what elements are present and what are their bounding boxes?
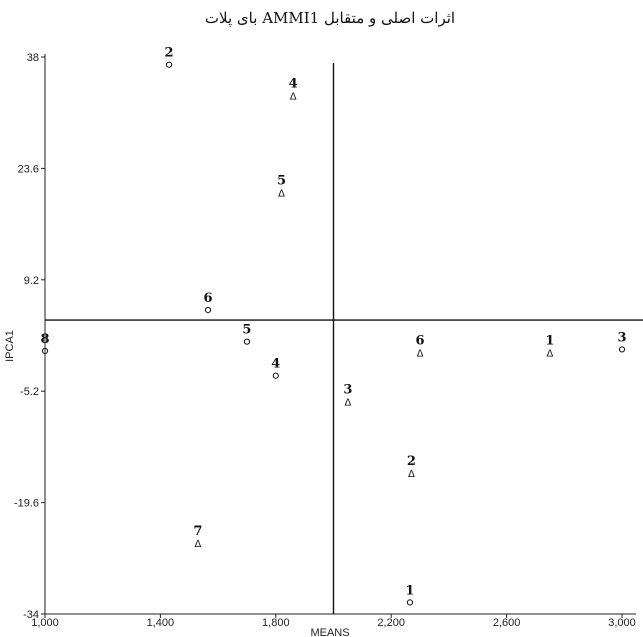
genotype-point-circle	[406, 599, 414, 606]
genotype-point-circle	[243, 338, 251, 345]
point-label: 2	[407, 454, 416, 469]
environment-point-triangle: Δ	[408, 469, 415, 480]
genotype-point-circle	[41, 347, 49, 355]
y-axis-ticks: 38 23.6 9.2 -5.2 -19.6 -34	[14, 52, 45, 621]
x-tick-label: 2,600	[493, 617, 521, 629]
point-label: 3	[617, 330, 626, 345]
point-label: 2	[165, 46, 174, 61]
point-label: 5	[242, 323, 251, 338]
environment-point-triangle: Δ	[290, 92, 297, 103]
point-label: 7	[193, 524, 202, 539]
x-tick-label: 3,000	[608, 617, 636, 629]
point-label: 6	[203, 291, 212, 306]
genotype-point-circle	[204, 306, 212, 314]
y-tick-label: -5.2	[20, 386, 39, 398]
x-tick-label: 2,200	[377, 617, 405, 629]
y-tick-label: 38	[27, 52, 39, 64]
x-axis-title: MEANS	[310, 627, 349, 637]
point-label: 8	[40, 332, 49, 347]
point-label: 3	[343, 382, 352, 397]
point-label: 6	[416, 334, 425, 349]
x-tick-label: 1,400	[147, 617, 175, 629]
y-axis-title: IPCA1	[4, 330, 16, 362]
environment-point-triangle: Δ	[194, 539, 201, 550]
x-tick-label: 1,800	[262, 617, 290, 629]
y-tick-label: -34	[23, 609, 39, 621]
reference-lines	[45, 63, 643, 614]
plot-frame	[44, 54, 636, 615]
point-label: 4	[289, 77, 298, 92]
y-tick-label: 23.6	[18, 163, 39, 175]
chart-title: بای پلات AMMI1 اثرات اصلی و متقابل	[205, 9, 455, 27]
environment-point-triangle: Δ	[417, 349, 424, 360]
x-tick-label: 1,000	[31, 617, 59, 629]
environment-point-triangle: Δ	[546, 349, 553, 360]
environment-point-triangle: Δ	[278, 188, 285, 199]
genotype-point-circle	[618, 346, 626, 353]
y-tick-label: 9.2	[24, 275, 39, 287]
point-label: 5	[277, 173, 286, 188]
point-label: 4	[271, 357, 280, 372]
point-label: 1	[405, 583, 414, 598]
point-label: 1	[545, 334, 554, 349]
genotype-point-circle	[272, 372, 279, 379]
environment-point-triangle: Δ	[345, 397, 352, 408]
genotype-point-circle	[165, 61, 173, 68]
y-tick-label: -19.6	[14, 498, 39, 510]
x-axis-ticks: 1,000 1,400 1,800 2,200 2,600 3,000	[31, 614, 636, 629]
